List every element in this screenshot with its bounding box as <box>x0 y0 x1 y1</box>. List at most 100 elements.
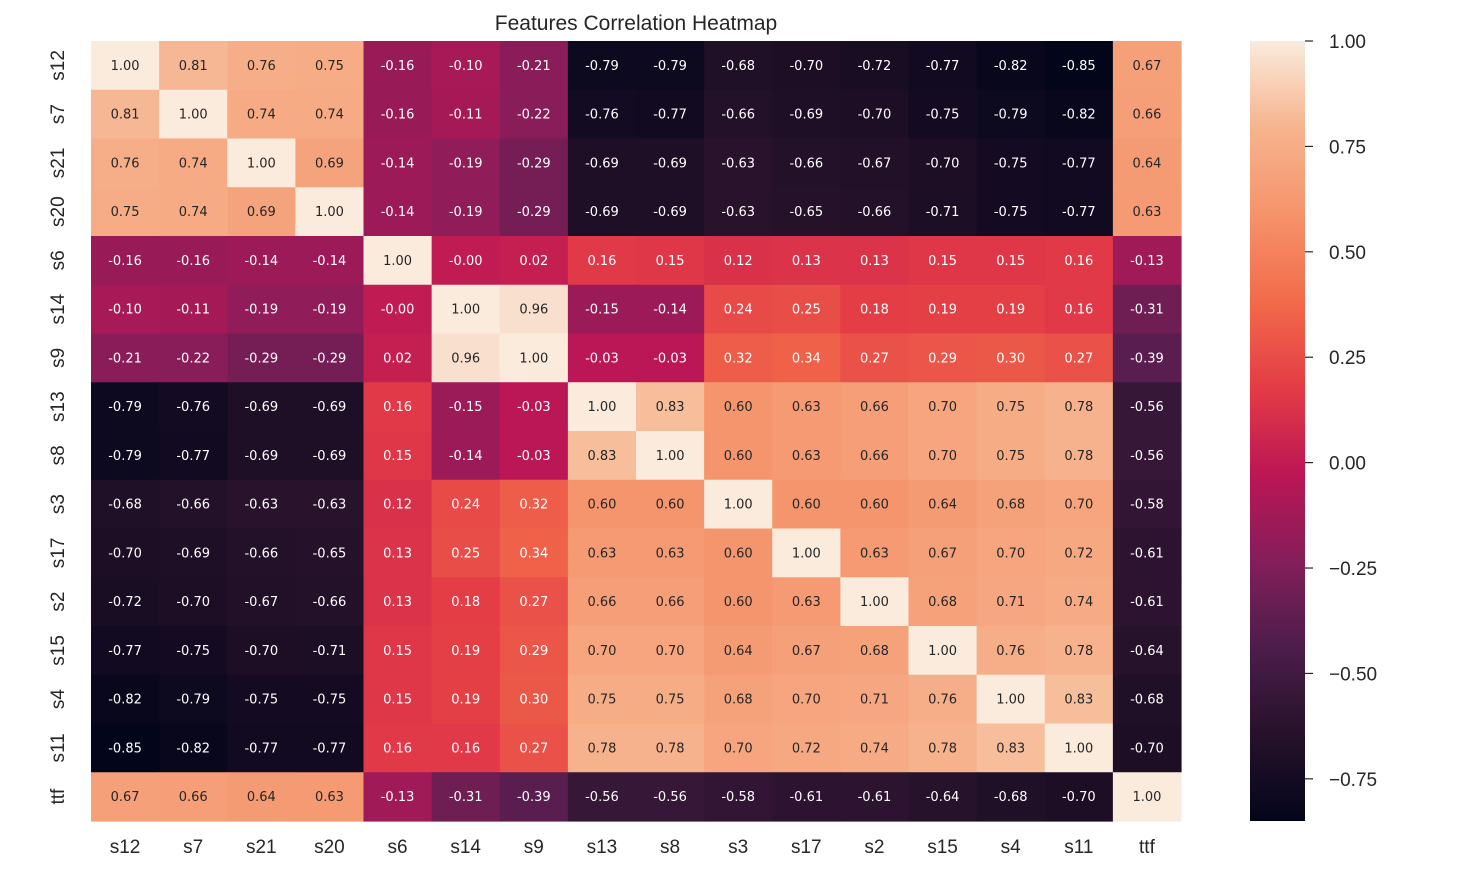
heatmap-cell <box>976 674 1046 725</box>
heatmap-cell <box>908 284 978 335</box>
x-tick-label: s13 <box>587 837 618 858</box>
heatmap-cell <box>704 382 773 432</box>
heatmap-cell <box>1044 138 1114 188</box>
cell-value-label: -0.31 <box>449 790 483 805</box>
heatmap-cell <box>363 479 433 530</box>
cell-value-label: 0.69 <box>315 156 344 171</box>
cell-value-label: -0.70 <box>858 108 892 123</box>
cell-value-label: 0.19 <box>996 303 1025 318</box>
heatmap-cell <box>636 41 705 91</box>
cell-value-label: 0.29 <box>519 644 548 659</box>
cell-value-label: 0.60 <box>724 546 753 561</box>
cell-value-label: 1.00 <box>587 400 616 415</box>
cell-value-label: -0.10 <box>108 303 142 318</box>
cell-value-label: 0.67 <box>928 546 957 561</box>
heatmap-cell <box>363 89 433 140</box>
heatmap-cell <box>159 236 228 286</box>
heatmap-cell <box>159 333 228 383</box>
cell-value-label: -0.69 <box>653 156 687 171</box>
heatmap-cell <box>499 528 569 578</box>
cell-value-label: -0.39 <box>517 790 551 805</box>
heatmap-cell <box>295 674 365 725</box>
cell-value-label: 0.78 <box>928 741 957 756</box>
y-tick-label: s20 <box>48 196 69 227</box>
heatmap-cell <box>295 479 365 530</box>
cell-value-label: 0.70 <box>1064 498 1093 513</box>
heatmap-cell <box>636 236 705 286</box>
heatmap-cell <box>636 187 705 237</box>
x-tick-label: s2 <box>864 837 884 858</box>
cell-value-label: 0.67 <box>111 790 140 805</box>
cell-value-label: -0.69 <box>585 205 619 220</box>
cell-value-label: -0.68 <box>994 790 1028 805</box>
cell-value-label: 0.02 <box>383 351 412 366</box>
cell-value-label: -0.77 <box>653 108 687 123</box>
heatmap-cell <box>431 187 501 237</box>
cell-value-label: -0.66 <box>176 498 210 513</box>
chart-title: Features Correlation Heatmap <box>495 12 777 35</box>
heatmap-cell <box>227 333 296 383</box>
heatmap-cell <box>704 723 773 773</box>
heatmap-cell <box>1112 41 1182 91</box>
heatmap-cell <box>704 89 773 140</box>
heatmap-cell <box>976 723 1046 773</box>
cell-value-label: -0.69 <box>653 205 687 220</box>
cell-value-label: -0.16 <box>381 108 415 123</box>
heatmap-cell <box>363 772 433 822</box>
cell-value-label: 0.15 <box>928 254 957 269</box>
heatmap-cell <box>772 41 841 91</box>
cell-value-label: -0.71 <box>313 644 347 659</box>
cell-value-label: -0.21 <box>108 351 142 366</box>
cell-value-label: -0.19 <box>449 205 483 220</box>
y-tick-label: s7 <box>48 104 69 124</box>
heatmap-cell <box>1112 674 1182 725</box>
heatmap-cell <box>227 138 296 188</box>
heatmap-cell <box>1112 284 1182 335</box>
cell-value-label: 0.66 <box>860 400 889 415</box>
heatmap-cell <box>976 138 1046 188</box>
cell-value-label: 0.12 <box>383 498 412 513</box>
heatmap-cell <box>431 528 501 578</box>
heatmap-cell <box>840 138 910 188</box>
cell-value-label: -0.29 <box>313 351 347 366</box>
heatmap-cell <box>363 284 433 335</box>
cell-value-label: -0.79 <box>585 59 619 74</box>
heatmap-cell <box>636 723 705 773</box>
heatmap-cell <box>908 89 978 140</box>
heatmap-cell <box>363 41 433 91</box>
heatmap-cell <box>91 333 160 383</box>
heatmap-cell <box>227 89 296 140</box>
cell-value-label: 0.78 <box>1064 449 1093 464</box>
heatmap-cell <box>567 479 637 530</box>
heatmap-cell <box>840 284 910 335</box>
heatmap-cell <box>295 772 365 822</box>
heatmap-cell <box>91 382 160 432</box>
heatmap-cell <box>636 577 705 627</box>
cell-value-label: 0.67 <box>792 644 821 659</box>
heatmap-cell <box>91 626 160 676</box>
heatmap-cell <box>636 89 705 140</box>
x-tick-label: s14 <box>450 837 481 858</box>
cell-value-label: 0.16 <box>587 254 616 269</box>
cell-value-label: -0.76 <box>176 400 210 415</box>
y-tick-label: s14 <box>48 293 69 324</box>
cell-value-label: -0.79 <box>176 693 210 708</box>
cell-value-label: 0.81 <box>111 108 140 123</box>
heatmap-cell <box>363 138 433 188</box>
cell-value-label: -0.15 <box>449 400 483 415</box>
heatmap-cell <box>636 674 705 725</box>
colorbar-tick-label: 0.75 <box>1329 137 1366 158</box>
cell-value-label: -0.65 <box>313 546 347 561</box>
heatmap-cell <box>636 772 705 822</box>
heatmap-cell <box>91 284 160 335</box>
cell-value-label: -0.15 <box>585 303 619 318</box>
cell-value-label: 0.72 <box>1064 546 1093 561</box>
x-tick-label: s7 <box>183 837 203 858</box>
cell-value-label: 0.19 <box>451 693 480 708</box>
cell-value-label: -0.66 <box>313 595 347 610</box>
x-tick-label: s6 <box>388 837 408 858</box>
heatmap-cell <box>159 284 228 335</box>
heatmap-cell <box>704 577 773 627</box>
heatmap-cell <box>227 479 296 530</box>
cell-value-label: -0.67 <box>858 156 892 171</box>
